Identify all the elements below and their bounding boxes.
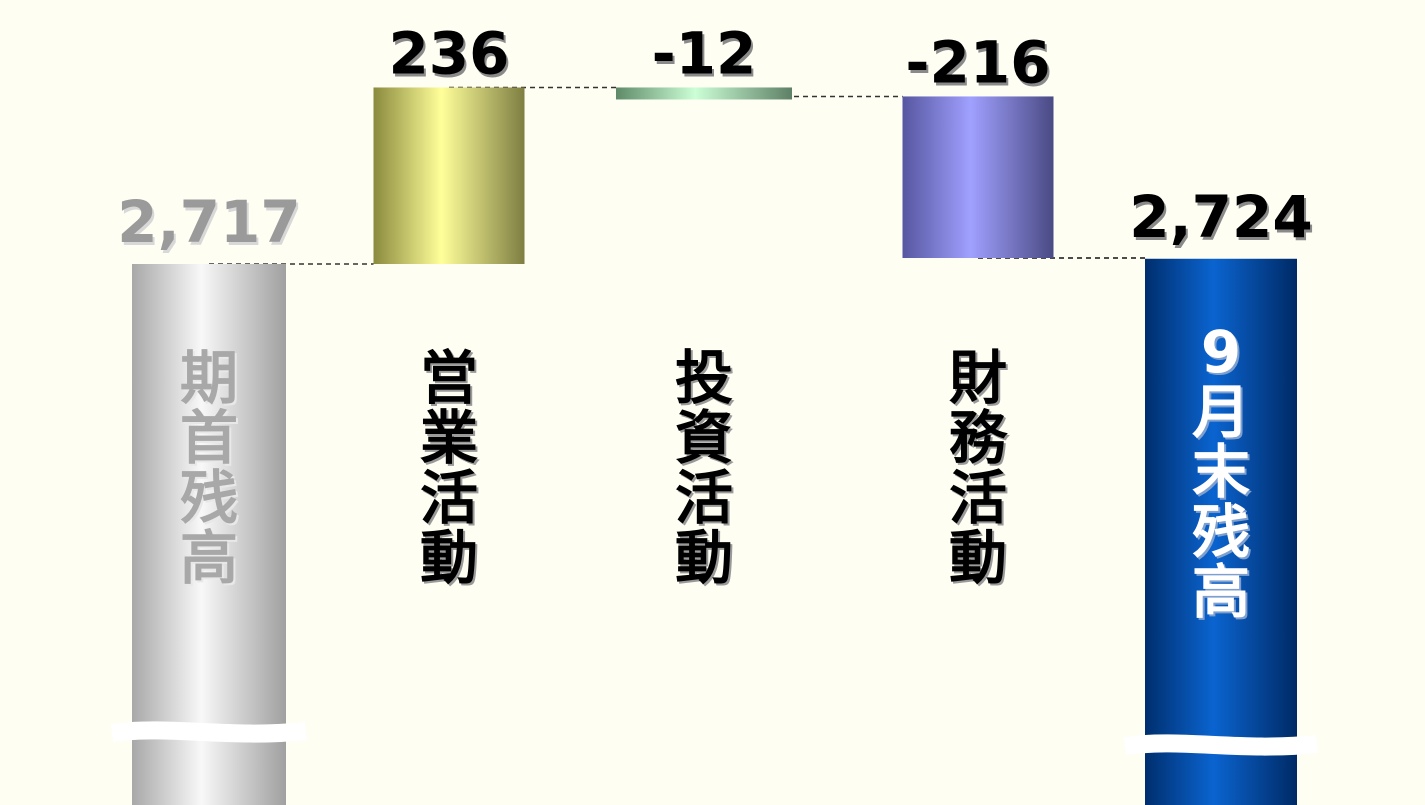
svg-text:活: 活	[951, 466, 1009, 534]
value-label: 2,724	[1129, 183, 1312, 251]
value-label-shadow: 2,717	[119, 191, 302, 259]
svg-text:営: 営	[420, 344, 478, 412]
axis-break-mark	[110, 721, 307, 743]
svg-text:資: 資	[677, 406, 735, 474]
value-label: -216	[905, 28, 1050, 96]
value-label: 2,717	[117, 188, 300, 256]
svg-text:残: 残	[180, 464, 238, 532]
svg-text:残: 残	[1194, 500, 1252, 568]
svg-text:資: 資	[675, 404, 733, 472]
svg-text:高: 高	[1194, 560, 1252, 628]
svg-text:期: 期	[182, 346, 240, 414]
bar-4	[1145, 258, 1297, 805]
svg-text:動: 動	[420, 524, 478, 592]
value-label: 236	[388, 19, 509, 87]
svg-text:月: 月	[1192, 378, 1250, 446]
svg-text:務: 務	[951, 406, 1010, 474]
svg-text:動: 動	[951, 526, 1009, 594]
axis-break-mark	[1123, 734, 1318, 756]
svg-text:業: 業	[422, 406, 480, 474]
value-label-shadow: -12	[654, 22, 759, 90]
svg-text:首: 首	[180, 404, 238, 472]
svg-text:高: 高	[182, 526, 240, 594]
svg-text:業: 業	[420, 404, 478, 472]
svg-text:営: 営	[422, 346, 480, 414]
svg-text:9: 9	[1201, 318, 1241, 386]
bar-3	[902, 96, 1054, 259]
svg-text:動: 動	[675, 524, 733, 592]
bar-2	[616, 87, 792, 100]
svg-text:末: 末	[1192, 438, 1250, 506]
bar-1	[373, 87, 525, 264]
svg-text:務: 務	[949, 404, 1008, 472]
svg-text:財: 財	[951, 346, 1009, 414]
value-label-shadow: -216	[907, 31, 1052, 99]
svg-text:財: 財	[949, 344, 1007, 412]
svg-text:期: 期	[180, 344, 238, 412]
value-label-shadow: 236	[390, 22, 511, 90]
svg-text:投: 投	[677, 346, 735, 414]
value-label-shadow: 2,724	[1131, 186, 1314, 254]
svg-text:首: 首	[182, 406, 240, 474]
svg-text:残: 残	[1192, 498, 1250, 566]
svg-text:活: 活	[422, 466, 480, 534]
svg-text:動: 動	[677, 526, 735, 594]
svg-text:投: 投	[675, 344, 733, 412]
svg-text:動: 動	[422, 526, 480, 594]
svg-text:9: 9	[1203, 320, 1243, 388]
svg-text:活: 活	[949, 464, 1007, 532]
bar-0	[132, 264, 286, 805]
svg-text:月: 月	[1194, 380, 1252, 448]
value-label: -12	[652, 19, 757, 87]
svg-text:高: 高	[180, 524, 238, 592]
svg-text:動: 動	[949, 524, 1007, 592]
svg-text:残: 残	[182, 466, 240, 534]
svg-text:活: 活	[677, 466, 735, 534]
svg-text:活: 活	[675, 464, 733, 532]
svg-text:高: 高	[1192, 558, 1250, 626]
svg-text:活: 活	[420, 464, 478, 532]
svg-text:末: 末	[1194, 440, 1252, 508]
